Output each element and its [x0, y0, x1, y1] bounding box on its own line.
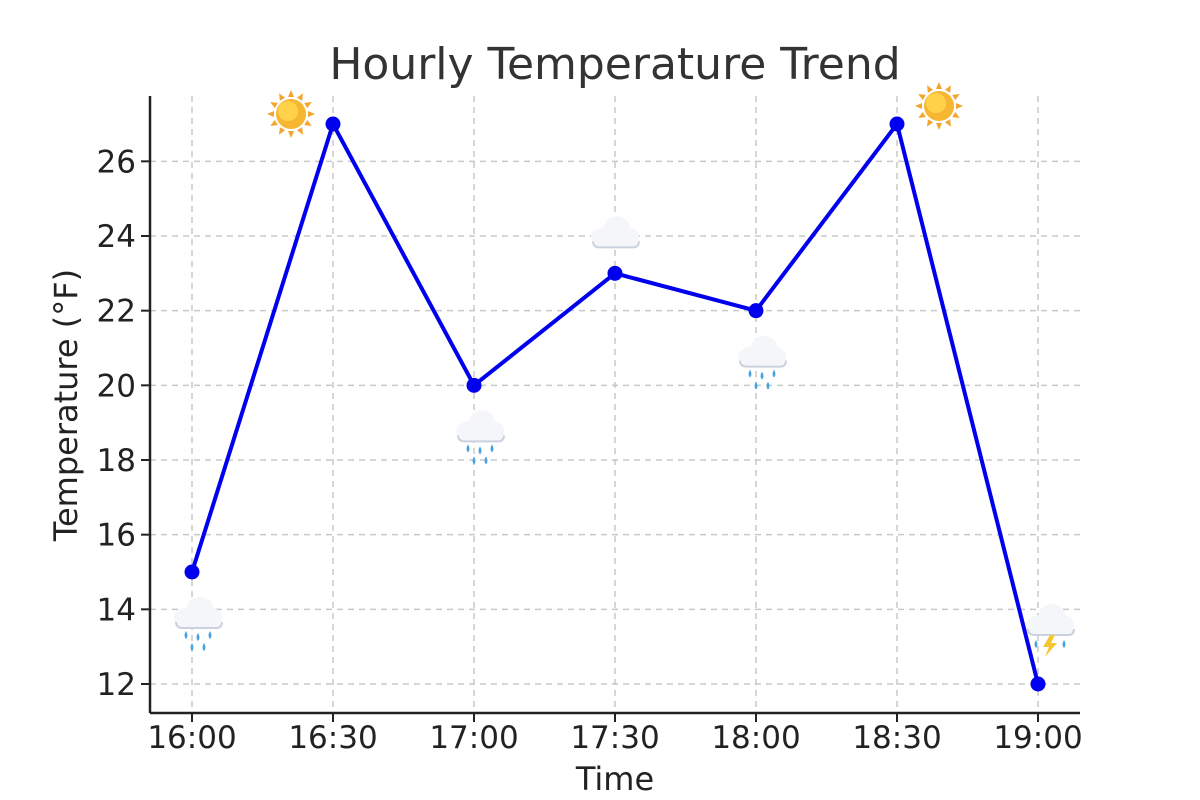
thunderstorm-icon	[1026, 604, 1075, 657]
x-tick-label: 17:30	[570, 720, 659, 756]
y-tick-label: 12	[97, 667, 136, 703]
weather-icons	[174, 82, 1075, 657]
data-point	[748, 303, 764, 319]
grid	[150, 96, 1080, 713]
y-tick-label: 20	[97, 368, 136, 404]
x-tick-label: 18:30	[852, 720, 941, 756]
data-point	[607, 265, 623, 281]
ticks: 12 14 16 18 20 22 24 26 16:00 16:30 17:00 17:30 18:0…	[97, 144, 1083, 756]
x-tick-label: 16:00	[147, 720, 236, 756]
y-axis-title: Temperature (°F)	[47, 269, 85, 542]
sun-icon	[267, 90, 315, 138]
x-tick-label: 19:00	[993, 720, 1082, 756]
data-point	[325, 116, 341, 132]
y-tick-label: 22	[97, 294, 136, 330]
rain-icon	[174, 597, 223, 651]
data-point	[466, 377, 482, 393]
y-tick-label: 24	[97, 219, 136, 255]
x-tick-label: 18:00	[711, 720, 800, 756]
chart-title: Hourly Temperature Trend	[329, 39, 900, 90]
data-point	[889, 116, 905, 132]
x-tick-label: 17:00	[429, 720, 518, 756]
x-axis-title: Time	[575, 760, 654, 798]
rain-icon	[456, 410, 505, 465]
data-point	[184, 564, 200, 580]
sun-icon	[915, 82, 963, 130]
y-tick-label: 18	[97, 443, 136, 479]
x-tick-label: 16:30	[288, 720, 377, 756]
rain-icon	[738, 335, 787, 390]
data-point	[1030, 676, 1046, 692]
series	[184, 116, 1046, 692]
y-tick-label: 26	[97, 144, 136, 180]
y-tick-label: 16	[97, 518, 136, 554]
y-tick-label: 14	[97, 592, 136, 628]
cloud-icon	[591, 216, 640, 249]
